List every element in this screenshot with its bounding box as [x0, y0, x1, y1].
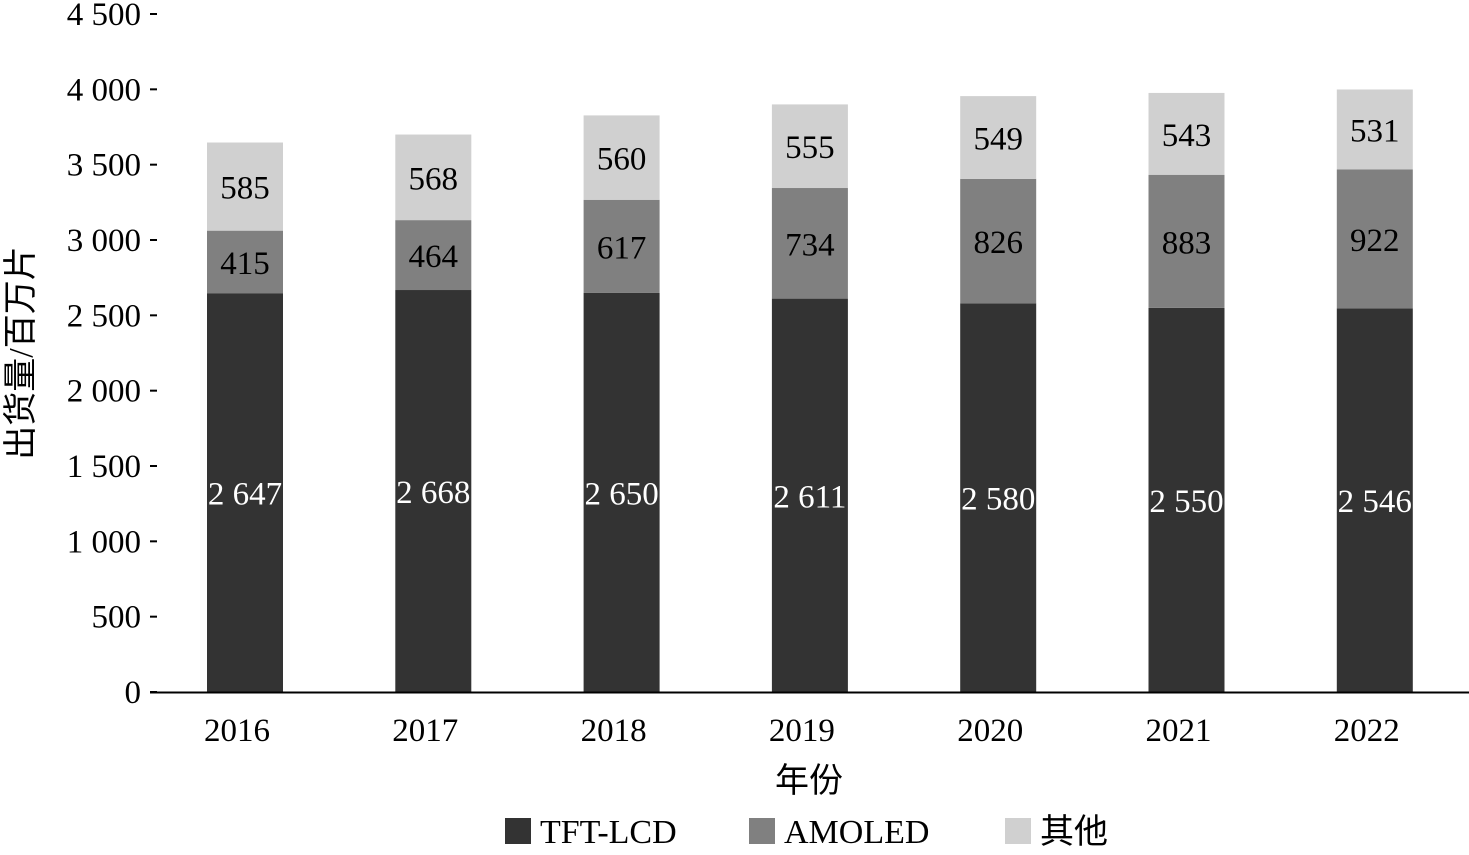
- bar-segment-tft-lcd: [771, 298, 848, 692]
- bar-segment-tft-lcd: [1148, 307, 1225, 692]
- segment-value-label: 568: [409, 161, 459, 197]
- segment-value-label: 922: [1350, 223, 1400, 259]
- x-tick-label: 2021: [1146, 713, 1212, 749]
- x-tick-label: 2020: [957, 713, 1023, 749]
- y-tick-label: 4 500: [67, 0, 141, 33]
- segment-value-label: 2 668: [396, 475, 470, 511]
- x-axis: 2016 2017 2018 2019 2020 2021 2022: [204, 713, 1400, 749]
- bar-segment-tft-lcd: [207, 293, 283, 692]
- y-tick-label: 3 500: [67, 148, 141, 184]
- segment-value-label: 2 611: [773, 479, 846, 515]
- segment-value-label: 883: [1162, 225, 1212, 261]
- segment-value-label: 826: [973, 225, 1023, 261]
- x-tick-label: 2016: [204, 713, 270, 749]
- y-tick-label: 3 000: [67, 223, 141, 259]
- segment-value-label: 2 650: [584, 476, 658, 512]
- bar-segment--: [207, 142, 283, 231]
- y-tick-label: 2 000: [67, 374, 141, 410]
- segment-value-label: 531: [1350, 113, 1400, 149]
- segment-value-label: 555: [785, 130, 835, 166]
- legend-swatch: [749, 818, 775, 844]
- bar-segment--: [960, 96, 1037, 179]
- legend-swatch: [1005, 818, 1031, 844]
- segment-value-label: 2 647: [208, 477, 282, 513]
- x-tick-label: 2019: [769, 713, 835, 749]
- legend-label: TFT-LCD: [540, 814, 677, 850]
- bar-segment-amoled: [395, 220, 472, 291]
- segment-value-label: 2 580: [961, 482, 1035, 518]
- segment-value-label: 2 546: [1338, 484, 1412, 520]
- bar-segment-tft-lcd: [395, 290, 472, 692]
- y-tick-label: 4 000: [67, 72, 141, 108]
- legend-label: 其他: [1040, 814, 1108, 850]
- bars-layer: [207, 89, 1413, 692]
- legend: TFT-LCD AMOLED 其他: [505, 814, 1108, 851]
- bar-segment--: [1336, 89, 1413, 170]
- segment-value-label: 2 550: [1149, 484, 1223, 520]
- bar-segment-tft-lcd: [583, 292, 660, 692]
- segment-value-label: 549: [973, 121, 1023, 157]
- bar-segment-amoled: [583, 199, 660, 293]
- y-tick-label: 500: [92, 600, 142, 636]
- segment-value-label: 585: [220, 171, 270, 207]
- segment-value-label: 560: [597, 142, 647, 178]
- bar-segment-amoled: [960, 178, 1037, 304]
- y-axis-title: 出货量/百万片: [2, 246, 40, 459]
- legend-swatch: [505, 818, 531, 844]
- bar-segment--: [1148, 92, 1225, 175]
- bar-segment-tft-lcd: [960, 303, 1037, 692]
- segment-value-label: 464: [409, 239, 459, 275]
- y-tick-label: 1 500: [67, 449, 141, 485]
- segment-value-label: 734: [785, 227, 835, 263]
- y-axis: 0 500 1 000 1 500 2 000 2 500 3 000 3 500 4 000 4…: [67, 0, 157, 711]
- x-axis-title: 年份: [775, 762, 843, 800]
- bar-segment-amoled: [1148, 174, 1225, 308]
- y-tick-label: 0: [125, 675, 142, 711]
- bar-segment-amoled: [771, 188, 848, 299]
- x-tick-label: 2017: [392, 713, 458, 749]
- segment-labels-layer: 2 647 415 585 2 668 464 568 2 650 617 560 2 611 73…: [208, 113, 1412, 520]
- bar-segment--: [583, 115, 660, 200]
- segment-value-label: 415: [220, 246, 270, 282]
- x-tick-label: 2022: [1334, 713, 1400, 749]
- bar-segment-amoled: [1336, 169, 1413, 309]
- legend-label: AMOLED: [784, 814, 929, 850]
- y-tick-label: 2 500: [67, 298, 141, 334]
- bar-segment-tft-lcd: [1336, 308, 1413, 692]
- x-tick-label: 2018: [581, 713, 647, 749]
- bar-segment--: [395, 134, 472, 221]
- y-tick-label: 1 000: [67, 524, 141, 560]
- bar-segment-amoled: [207, 230, 283, 294]
- segment-value-label: 617: [597, 230, 647, 266]
- bar-segment--: [771, 104, 848, 189]
- segment-value-label: 543: [1162, 118, 1212, 154]
